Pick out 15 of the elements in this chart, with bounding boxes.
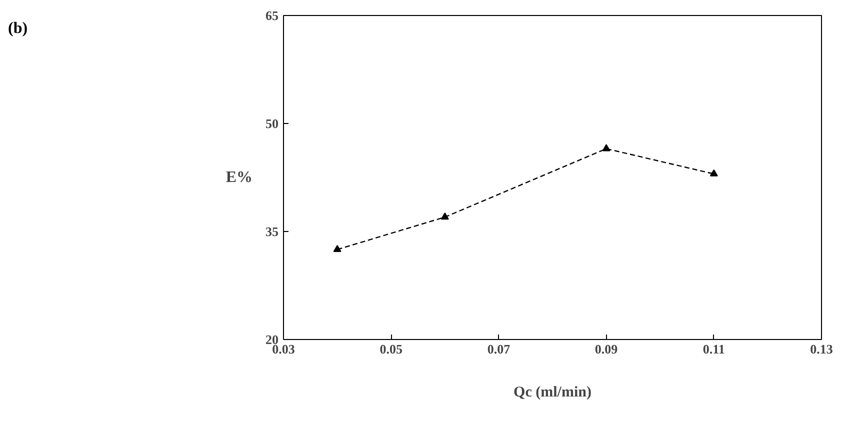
y-tick-label: 50 (266, 116, 278, 131)
x-tick-label: 0.09 (594, 342, 618, 356)
x-axis-title: Qc (ml/min) (514, 384, 592, 400)
point (440, 212, 449, 220)
y-axis-title: E% (226, 169, 252, 186)
y-tick-label: 35 (266, 224, 279, 239)
text: (b) (8, 19, 28, 39)
x-tick-label: 0.13 (810, 342, 834, 356)
point (602, 144, 610, 152)
x-tick-label: 0.05 (380, 342, 403, 356)
x-tick-label: 0.07 (487, 342, 511, 356)
point (710, 169, 718, 176)
y-tick-label: 65 (266, 8, 279, 23)
x-tick-label: 0.11 (702, 342, 725, 356)
point (333, 244, 342, 252)
